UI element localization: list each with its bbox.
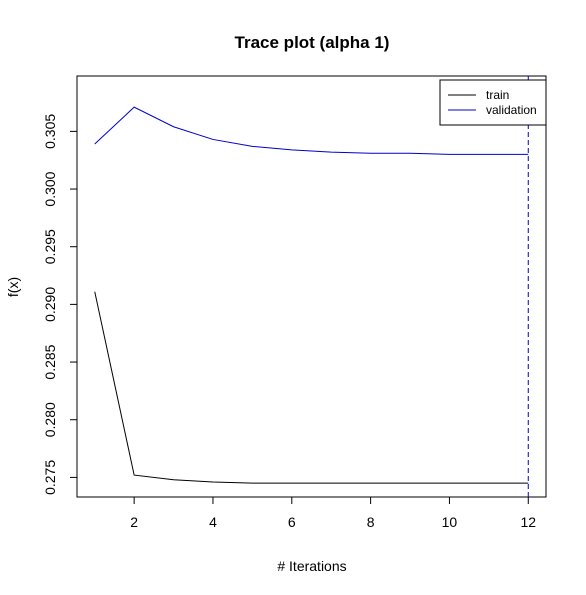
chart-title: Trace plot (alpha 1): [235, 33, 390, 52]
y-tick-label-0: 0.275: [42, 460, 58, 495]
y-axis: 0.275 0.280 0.285 0.290 0.295 0.300 0.305: [42, 114, 77, 495]
legend-box: [439, 79, 547, 126]
y-tick-label-1: 0.280: [42, 402, 58, 437]
series-line-train: [94, 291, 529, 484]
x-tick-label-4: 4: [209, 514, 217, 530]
x-tick-label-2: 2: [130, 514, 138, 530]
series-layer: [94, 106, 529, 484]
legend-label-train: train: [486, 88, 509, 102]
x-axis-label: # Iterations: [277, 558, 346, 574]
y-tick-label-4: 0.295: [42, 229, 58, 264]
legend: train validation: [439, 79, 547, 126]
legend-label-validation: validation: [486, 103, 537, 117]
x-tick-label-8: 8: [367, 514, 375, 530]
plot-frame: [76, 75, 547, 498]
x-axis: 2 4 6 8 10 12: [130, 497, 536, 530]
y-tick-label-3: 0.290: [42, 287, 58, 322]
series-line-validation: [94, 106, 529, 155]
y-tick-label-5: 0.300: [42, 171, 58, 206]
x-tick-label-10: 10: [442, 514, 458, 530]
y-tick-label-2: 0.285: [42, 344, 58, 379]
y-axis-label: f(x): [5, 277, 21, 297]
y-tick-label-6: 0.305: [42, 114, 58, 149]
x-tick-label-6: 6: [288, 514, 296, 530]
x-tick-label-12: 12: [520, 514, 536, 530]
